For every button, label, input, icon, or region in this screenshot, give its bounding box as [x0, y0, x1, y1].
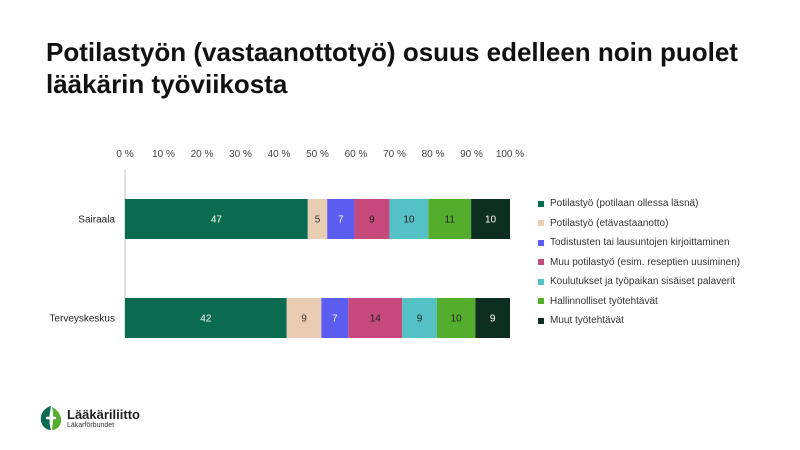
legend-swatch	[538, 220, 544, 227]
bar-segment	[348, 298, 403, 338]
legend-swatch	[538, 317, 544, 324]
bar-segment	[286, 298, 322, 338]
data-label: 7	[338, 215, 344, 226]
logo-leaf-icon	[40, 406, 62, 430]
data-label: 14	[370, 314, 382, 325]
chart-title-line-1: Potilastyön (vastaanottotyö) osuus edell…	[46, 37, 738, 67]
legend-entry: Muut työtehtävät	[538, 311, 798, 331]
bar-segment	[327, 199, 355, 239]
bar-segment	[436, 298, 476, 338]
bar-segment	[471, 199, 510, 239]
x-tick-label: 40 %	[268, 149, 291, 160]
data-label: 9	[490, 314, 496, 325]
x-tick-label: 10 %	[152, 149, 175, 160]
legend-label: Potilastyö (potilaan ollessa läsnä)	[550, 198, 699, 210]
x-tick-label: 100 %	[496, 149, 524, 160]
category-label: Sairaala	[78, 215, 115, 226]
data-label: 10	[403, 215, 415, 226]
x-tick-label: 0 %	[116, 149, 133, 160]
x-tick-label: 90 %	[460, 149, 483, 160]
data-label: 9	[301, 314, 307, 325]
legend-label: Muut työtehtävät	[550, 315, 624, 327]
x-tick-label: 20 %	[191, 149, 214, 160]
x-tick-label: 60 %	[345, 149, 368, 160]
legend-label: Muu potilastyö (esim. reseptien uusimine…	[550, 256, 741, 268]
legend-label: Koulutukset ja työpaikan sisäiset palave…	[550, 276, 736, 288]
bar-segment	[321, 298, 349, 338]
x-tick-label: 80 %	[422, 149, 445, 160]
bar-segment	[402, 298, 437, 338]
chart-title: Potilastyön (vastaanottotyö) osuus edell…	[46, 36, 766, 100]
legend-label: Hallinnolliset työtehtävät	[550, 295, 658, 307]
x-tick-label: 50 %	[306, 149, 329, 160]
category-label: Terveyskeskus	[49, 314, 115, 325]
data-label: 9	[417, 314, 423, 325]
legend-entry: Muu potilastyö (esim. reseptien uusimine…	[538, 253, 798, 273]
logo-subname: Läkarförbundet	[67, 421, 115, 429]
laakariliitto-logo: Lääkäriliitto Läkarförbundet	[38, 404, 140, 432]
data-label: 5	[315, 215, 321, 226]
bar-segment	[307, 199, 328, 239]
bar-segment	[428, 199, 472, 239]
bar-segment	[125, 199, 308, 239]
logo-name: Lääkäriliitto	[67, 406, 140, 422]
chart-legend: Potilastyö (potilaan ollessa läsnä) Potil…	[538, 194, 798, 331]
x-tick-label: 30 %	[229, 149, 252, 160]
data-label: 9	[369, 215, 375, 226]
legend-swatch	[538, 259, 544, 266]
legend-entry: Potilastyö (potilaan ollessa läsnä)	[538, 194, 798, 214]
bar-segment	[389, 199, 429, 239]
data-label: 10	[485, 215, 497, 226]
data-label: 42	[200, 314, 212, 325]
chart-title-line-2: lääkärin työviikosta	[46, 69, 288, 99]
legend-swatch	[538, 278, 544, 285]
data-label: 7	[332, 314, 338, 325]
legend-label: Todistusten tai lausuntojen kirjoittamin…	[550, 237, 730, 249]
legend-entry: Hallinnolliset työtehtävät	[538, 292, 798, 312]
x-tick-label: 70 %	[383, 149, 406, 160]
legend-entry: Todistusten tai lausuntojen kirjoittamin…	[538, 233, 798, 253]
legend-entry: Koulutukset ja työpaikan sisäiset palave…	[538, 272, 798, 292]
bar-segment	[125, 298, 287, 338]
bar-segment	[354, 199, 390, 239]
legend-entry: Potilastyö (etävastaanotto)	[538, 214, 798, 234]
legend-swatch	[538, 200, 544, 207]
bar-segment	[475, 298, 510, 338]
legend-label: Potilastyö (etävastaanotto)	[550, 217, 669, 229]
legend-swatch	[538, 298, 544, 305]
legend-swatch	[538, 239, 544, 246]
data-label: 47	[211, 215, 223, 226]
data-label: 11	[445, 215, 456, 226]
data-label: 10	[451, 314, 463, 325]
